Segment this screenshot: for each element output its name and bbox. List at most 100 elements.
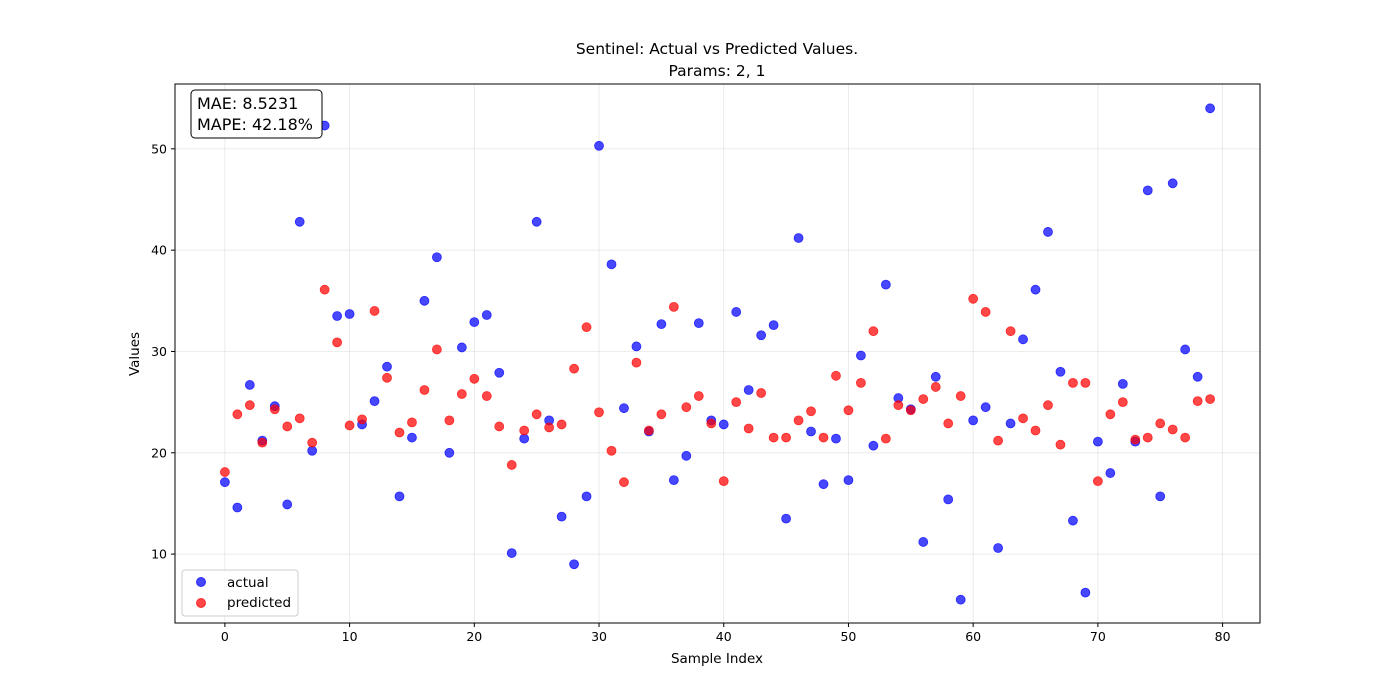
actual-point xyxy=(955,594,966,605)
actual-point xyxy=(282,499,293,510)
actual-point xyxy=(968,415,979,426)
y-tick-label: 50 xyxy=(151,141,167,156)
predicted-point xyxy=(768,432,779,443)
predicted-point xyxy=(955,391,966,401)
predicted-point xyxy=(481,391,492,401)
predicted-point xyxy=(706,418,717,429)
actual-point xyxy=(294,216,305,227)
x-tick-label: 50 xyxy=(840,629,856,644)
predicted-point xyxy=(307,437,318,448)
stats-box: MAE: 8.5231 MAPE: 42.18% xyxy=(190,89,323,139)
actual-point xyxy=(444,447,455,458)
legend-predicted-label: predicted xyxy=(227,595,291,611)
predicted-point xyxy=(344,420,355,431)
y-tick-label: 20 xyxy=(151,445,167,460)
predicted-point xyxy=(219,467,230,477)
predicted-point xyxy=(569,363,579,374)
predicted-point xyxy=(394,427,405,438)
legend-actual-label: actual xyxy=(227,575,269,591)
predicted-point xyxy=(1180,432,1191,443)
x-tick-label: 80 xyxy=(1215,629,1231,644)
plot-area-frame xyxy=(174,83,1261,624)
predicted-point xyxy=(905,405,916,416)
actual-point xyxy=(1117,378,1128,389)
legend-actual-marker xyxy=(196,577,206,587)
predicted-point xyxy=(244,400,255,411)
predicted-point xyxy=(968,293,979,304)
actual-point xyxy=(868,440,879,451)
predicted-point xyxy=(980,307,991,317)
predicted-point xyxy=(1192,396,1203,407)
legend-predicted-marker xyxy=(196,598,206,608)
actual-point xyxy=(469,317,480,327)
predicted-point xyxy=(631,357,642,368)
actual-point xyxy=(1205,103,1216,114)
actual-point xyxy=(219,477,230,488)
actual-point xyxy=(831,433,841,444)
predicted-point xyxy=(469,373,480,384)
predicted-point xyxy=(943,418,954,429)
predicted-point xyxy=(880,433,891,444)
predicted-point xyxy=(332,337,343,348)
y-tick-label: 10 xyxy=(151,547,167,562)
predicted-point xyxy=(806,406,816,417)
actual-point xyxy=(693,318,704,329)
predicted-point xyxy=(656,409,667,420)
y-tick-label: 40 xyxy=(151,243,167,258)
predicted-point xyxy=(1068,377,1078,388)
x-tick-label: 30 xyxy=(591,629,607,644)
actual-point xyxy=(656,319,667,330)
predicted-point xyxy=(1130,434,1141,445)
actual-point xyxy=(382,361,392,372)
predicted-point xyxy=(431,344,442,355)
predicted-point xyxy=(668,301,679,312)
x-tick-label: 10 xyxy=(342,629,358,644)
actual-point xyxy=(1167,178,1178,189)
predicted-point xyxy=(893,400,904,411)
actual-point xyxy=(993,543,1004,553)
y-tick-label: 30 xyxy=(151,344,167,359)
predicted-point xyxy=(993,435,1004,446)
chart-title: Sentinel: Actual vs Predicted Values. xyxy=(576,40,858,58)
actual-point xyxy=(731,307,742,317)
predicted-point xyxy=(594,407,604,418)
actual-point xyxy=(918,537,929,547)
predicted-point xyxy=(843,405,854,416)
predicted-point xyxy=(1080,377,1091,388)
actual-point xyxy=(581,491,592,502)
predicted-point xyxy=(407,417,417,428)
x-tick-label: 40 xyxy=(716,629,732,644)
predicted-point xyxy=(294,413,305,424)
predicted-point xyxy=(269,404,280,415)
actual-point xyxy=(1092,436,1103,447)
predicted-point xyxy=(519,425,530,436)
actual-point xyxy=(930,371,941,382)
actual-point xyxy=(1155,491,1166,502)
predicted-point xyxy=(731,397,742,408)
actual-point xyxy=(880,279,891,290)
actual-point xyxy=(1180,344,1191,355)
actual-point xyxy=(481,310,492,320)
actual-point xyxy=(619,403,629,414)
predicted-point xyxy=(1030,425,1041,436)
x-tick-label: 0 xyxy=(221,629,229,644)
predicted-point xyxy=(1092,476,1103,487)
predicted-point xyxy=(1142,432,1153,443)
actual-point xyxy=(1192,371,1203,382)
predicted-point xyxy=(930,382,941,392)
actual-point xyxy=(307,445,318,456)
predicted-point xyxy=(856,377,866,388)
actual-point xyxy=(1030,284,1041,295)
predicted-point xyxy=(232,409,243,420)
predicted-point xyxy=(506,460,517,470)
stats-box-frame xyxy=(190,89,323,139)
actual-point xyxy=(1005,418,1016,429)
predicted-point xyxy=(556,419,567,430)
stats-mae: MAE: 8.5231 xyxy=(197,94,298,113)
predicted-point xyxy=(282,421,293,432)
actual-point xyxy=(1080,587,1091,598)
actual-point xyxy=(681,450,692,461)
actual-point xyxy=(244,380,255,390)
actual-point xyxy=(456,342,467,353)
